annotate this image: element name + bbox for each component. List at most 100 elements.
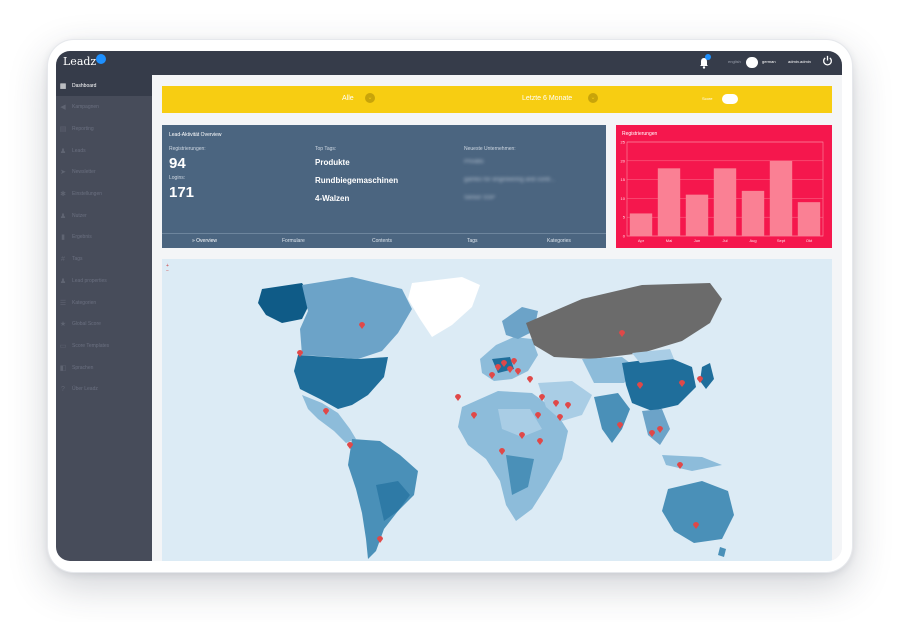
x-tick-label: Sept [777, 238, 786, 243]
top-tag-item[interactable]: 4-Walzen [315, 194, 350, 203]
sidebar-item-label: Kategorien [72, 299, 97, 306]
template-icon: ▭ [59, 342, 67, 350]
notification-badge [705, 54, 711, 60]
user-name[interactable]: admin.admin [788, 59, 811, 64]
sidebar-item-label: Score Templates [72, 342, 110, 349]
sidebar-item-label: Lead properties [72, 277, 107, 284]
tab-contents[interactable]: Contents [372, 238, 393, 244]
bar [713, 168, 737, 236]
filter-range-label[interactable]: Letzte 6 Monate [522, 95, 573, 102]
sidebar-item-label: Nutzer [72, 212, 87, 219]
sidebar-item-global-score[interactable]: ★ Global Score [56, 314, 152, 335]
tab-forms[interactable]: Formulare [282, 238, 305, 244]
bell-icon[interactable] [699, 57, 709, 69]
sidebar-item-label: Newsletter [72, 169, 96, 176]
list-icon: ☰ [59, 299, 67, 307]
hash-icon: # [61, 255, 65, 263]
sidebar-item-label: Kampagnen [72, 104, 99, 111]
filter-bar: Alle ⌄ Letzte 6 Monate ⌄ Score [162, 86, 832, 113]
y-tick-label: 20 [621, 158, 626, 163]
registrations-panel: Registrierungen 25 20 15 10 5 0 Apr Mai Jun Jul Au… [616, 125, 832, 248]
sidebar-item-leads[interactable]: ♟ Leads [56, 140, 152, 161]
top-tags-label: Top Tags: [315, 146, 337, 152]
sidebar-item-label: Sprachen [72, 364, 94, 371]
registrations-label: Registrierungen: [169, 146, 206, 152]
filter-all-label[interactable]: Alle [342, 95, 354, 102]
lead-activity-panel: Lead-Aktivität Overview Registrierungen:… [162, 125, 606, 248]
sidebar-item-label: Über Leadz [72, 386, 98, 393]
top-bar: Leadz english german admin.admin [56, 51, 842, 75]
sidebar-item-nutzer[interactable]: ♟ Nutzer [56, 205, 152, 226]
tab-categories[interactable]: Kategories [547, 238, 571, 244]
main-content: Alle ⌄ Letzte 6 Monate ⌄ Score Lead-Akti… [152, 75, 842, 561]
sidebar-item-lead-properties[interactable]: ♟ Lead properties [56, 270, 152, 291]
sidebar-item-score-templates[interactable]: ▭ Score Templates [56, 335, 152, 356]
sidebar-item-reporting[interactable]: ▤ Reporting [56, 118, 152, 139]
tab-tags[interactable]: Tags [467, 238, 478, 244]
x-tick-label: Apr [638, 238, 645, 243]
language-right-label: german [762, 59, 776, 64]
logins-label: Logins: [169, 175, 186, 181]
language-icon: ◧ [59, 364, 67, 372]
chevron-down-icon[interactable]: ⌄ [365, 93, 375, 103]
y-tick-label: 5 [623, 215, 626, 220]
registrations-value: 94 [169, 155, 186, 172]
sidebar-item-einstellungen[interactable]: ✱ Einstellungen [56, 184, 152, 205]
y-tick-label: 15 [621, 177, 626, 182]
sidebar-item-newsletter[interactable]: ➤ Newsletter [56, 162, 152, 183]
companies-label: Neueste Unternehmen: [464, 146, 516, 152]
language-toggle[interactable] [746, 57, 758, 68]
bar [685, 194, 709, 236]
app-screen: Leadz english german admin.admin ▦ Dashbo… [56, 51, 842, 561]
y-tick-label: 25 [621, 140, 626, 145]
sidebar-item-label: Einstellungen [72, 191, 103, 197]
company-item[interactable]: Privatis [464, 159, 484, 165]
megaphone-icon: ◀ [60, 104, 66, 112]
x-tick-label: Jul [722, 238, 727, 243]
x-tick-label: Mai [666, 238, 673, 243]
sidebar-item-kampagnen[interactable]: ◀ Kampagnen [56, 97, 152, 118]
sidebar-item-dashboard[interactable]: ▦ Dashboard [56, 75, 152, 96]
x-tick-label: Aug [749, 238, 756, 243]
device-frame: Leadz english german admin.admin ▦ Dashbo… [48, 40, 852, 572]
star-icon: ★ [59, 321, 67, 329]
svg-text:+: + [166, 263, 169, 269]
y-tick-label: 10 [621, 196, 626, 201]
world-map-graphic: + − [162, 259, 832, 561]
company-item[interactable]: Senior SSP [464, 195, 496, 201]
bar [769, 160, 793, 236]
company-item[interactable]: gamko for engineering and contr... [464, 177, 556, 183]
top-tag-item[interactable]: Produkte [315, 158, 350, 167]
power-icon[interactable] [822, 55, 833, 69]
sidebar-item-ergebnis[interactable]: ▮ Ergebnis [56, 227, 152, 248]
overview-tabs: » Overview Formulare Contents Tags Kateg… [162, 233, 606, 248]
registrations-bar-chart: 25 20 15 10 5 0 Apr Mai Jun Jul Aug Sept Okt [621, 140, 824, 243]
app-logo[interactable]: Leadz [63, 55, 97, 68]
sidebar-item-tags[interactable]: # Tags [56, 249, 152, 270]
logins-value: 171 [169, 184, 195, 201]
language-left-label: english [728, 59, 741, 64]
chevron-down-icon[interactable]: ⌄ [588, 93, 598, 103]
svg-text:−: − [166, 268, 169, 274]
people-icon: ♟ [59, 147, 67, 155]
bar [629, 213, 653, 236]
sidebar-item-sprachen[interactable]: ◧ Sprachen [56, 357, 152, 378]
tab-overview[interactable]: » Overview [192, 238, 218, 244]
bar [657, 168, 681, 236]
score-toggle-label: Score [702, 96, 713, 101]
logo-dot-icon [96, 54, 106, 64]
send-icon: ➤ [60, 169, 66, 177]
world-map[interactable]: + − [162, 259, 832, 561]
people2-icon: ♟ [59, 277, 67, 285]
score-toggle[interactable] [722, 94, 738, 104]
sidebar-item--ber-leadz[interactable]: ? Über Leadz [56, 379, 152, 400]
top-tag-item[interactable]: Rundbiegemaschinen [315, 176, 399, 185]
y-tick-label: 0 [623, 234, 626, 239]
chart-icon: ▮ [61, 234, 65, 242]
sidebar-item-label: Tags [72, 256, 83, 263]
x-tick-label: Jun [694, 238, 700, 243]
sidebar-item-kategorien[interactable]: ☰ Kategorien [56, 292, 152, 313]
panel-title: Lead-Aktivität Overview [169, 132, 222, 138]
question-icon: ? [61, 385, 65, 393]
x-tick-label: Okt [806, 238, 813, 243]
